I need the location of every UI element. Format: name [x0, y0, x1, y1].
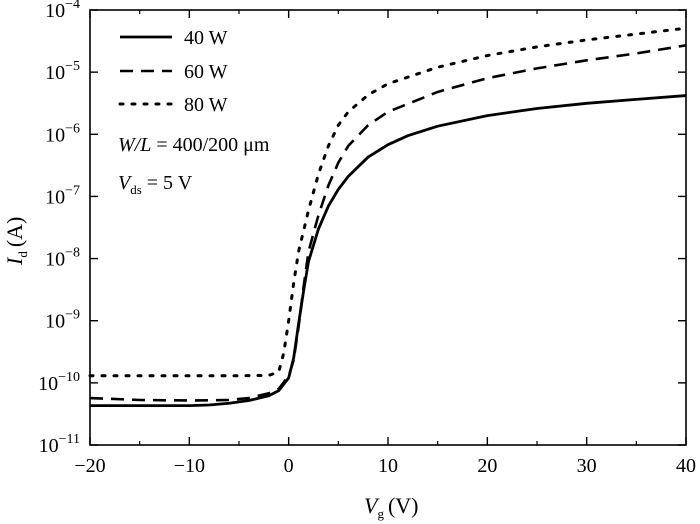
plot-frame: [89, 9, 687, 446]
x-tick-label: 20: [477, 455, 497, 477]
y-tick-label: 10−10: [38, 370, 80, 395]
x-axis-ticks: −20 −10 0 10 20 30 40: [74, 10, 696, 477]
series-line-80w: [88, 26, 688, 378]
y-tick-label: 10−5: [45, 59, 80, 84]
legend-label-80w: 80 W: [184, 94, 228, 116]
y-tick-label: 10−7: [45, 183, 80, 208]
y-axis-title: Id(A): [2, 217, 30, 266]
y-tick-label: 10−8: [45, 246, 80, 271]
x-tick-label: −20: [74, 455, 105, 477]
series-layer: [88, 26, 688, 408]
legend-label-40w: 40 W: [184, 27, 228, 49]
y-tick-label: 10−6: [45, 121, 80, 146]
legend-label-60w: 60 W: [184, 61, 228, 83]
legend: 40 W 60 W 80 W: [118, 27, 228, 116]
series-line-60w: [89, 44, 687, 402]
annotation-vds: Vds = 5 V: [118, 172, 193, 197]
x-axis-title: Vg (V): [364, 493, 419, 521]
x-tick-label: 10: [378, 455, 398, 477]
x-tick-label: −10: [174, 455, 205, 477]
y-tick-label: 10−4: [45, 0, 80, 22]
x-tick-label: 0: [284, 455, 294, 477]
y-axis-ticks: 10−11 10−10 10−9 10−8 10−7 10−6 10−5 10−4: [38, 0, 686, 457]
x-tick-label: 40: [676, 455, 696, 477]
series-line-40w: [90, 94, 687, 408]
y-tick-label: 10−11: [39, 432, 80, 457]
x-tick-label: 30: [577, 455, 597, 477]
y-tick-label: 10−9: [45, 308, 80, 333]
annotation-wl: W/L = 400/200 μm: [118, 134, 270, 156]
